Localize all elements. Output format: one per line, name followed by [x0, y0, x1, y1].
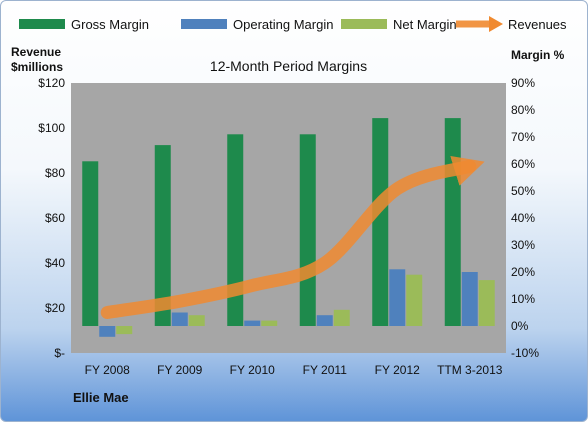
- gross-margin-legend-label: Gross Margin: [71, 17, 149, 32]
- revenues-point: [469, 166, 470, 167]
- net-margin-legend-swatch: [341, 19, 387, 29]
- revenues-line: [100, 155, 485, 319]
- net-margin-bar: [406, 274, 423, 326]
- net-margin-bar: [333, 309, 350, 326]
- left-tick-label: $100: [38, 121, 65, 135]
- operating-margin-legend-label: Operating Margin: [233, 17, 333, 32]
- gross-margin-bar: [227, 134, 244, 326]
- revenues-legend-label: Revenues: [508, 17, 567, 32]
- legend: Gross Margin Operating Margin Net Margin Re…: [19, 16, 567, 32]
- gross-margin-bar: [82, 161, 99, 326]
- net-margin-bar: [188, 315, 205, 326]
- revenues-point: [252, 285, 253, 286]
- left-tick-label: $20: [45, 301, 65, 315]
- gross-margin-bar: [372, 118, 389, 326]
- operating-margin-bar: [461, 272, 478, 326]
- revenues-point: [324, 263, 325, 264]
- right-tick-label: 90%: [511, 76, 535, 90]
- revenue-line-layer: [100, 155, 485, 319]
- right-tick-label: 30%: [511, 238, 535, 252]
- revenues-point: [179, 301, 180, 302]
- category-label: FY 2011: [303, 363, 348, 377]
- right-tick-label: 80%: [511, 103, 535, 117]
- left-tick-label: $120: [38, 76, 65, 90]
- right-axis-title: Margin %: [511, 48, 565, 62]
- right-tick-label: 60%: [511, 157, 535, 171]
- gross-margin-bar: [444, 118, 461, 326]
- operating-margin-bar: [316, 315, 333, 326]
- category-label: FY 2008: [85, 363, 130, 377]
- left-tick-label: $80: [45, 166, 65, 180]
- net-margin-bar: [261, 320, 278, 326]
- operating-margin-bar: [99, 326, 116, 337]
- operating-margin-bar: [244, 320, 261, 326]
- right-tick-label: 20%: [511, 265, 535, 279]
- right-tick-label: 50%: [511, 184, 535, 198]
- left-tick-label: $40: [45, 256, 65, 270]
- net-margin-bar: [116, 326, 133, 335]
- net-margin-legend-label: Net Margin: [393, 17, 457, 32]
- revenues-point: [397, 188, 398, 189]
- right-tick-label: 40%: [511, 211, 535, 225]
- net-margin-bar: [478, 280, 495, 326]
- company-name: Ellie Mae: [73, 390, 129, 405]
- chart-title: 12-Month Period Margins: [210, 58, 367, 74]
- right-tick-label: 10%: [511, 292, 535, 306]
- category-label: FY 2010: [230, 363, 275, 377]
- left-axis-title-line2: $millions: [11, 60, 63, 74]
- right-tick-label: 70%: [511, 130, 535, 144]
- operating-margin-bar: [389, 269, 406, 326]
- category-label: FY 2012: [375, 363, 420, 377]
- right-tick-label: -10%: [511, 346, 539, 360]
- category-axis: FY 2008 FY 2009 FY 2010 FY 2011 FY 2012 TTM 3…: [85, 363, 503, 377]
- revenues-legend-arrow: [489, 16, 503, 32]
- gross-margin-bar: [154, 145, 171, 326]
- left-tick-label: $-: [54, 346, 65, 360]
- right-tick-label: 0%: [511, 319, 529, 333]
- category-label: TTM 3-2013: [437, 363, 503, 377]
- gross-margin-legend-swatch: [19, 19, 65, 29]
- gross-margin-bar: [299, 134, 316, 326]
- category-label: FY 2009: [157, 363, 202, 377]
- left-axis: $- $20 $40 $60 $80 $100 $120: [38, 76, 65, 360]
- left-axis-title: Revenue: [11, 45, 61, 59]
- operating-margin-legend-swatch: [181, 19, 227, 29]
- operating-margin-bar: [171, 312, 188, 326]
- left-tick-label: $60: [45, 211, 65, 225]
- right-axis: -10% 0% 10% 20% 30% 40% 50% 60% 70% 80% 90%: [511, 76, 539, 360]
- revenues-point: [107, 312, 108, 313]
